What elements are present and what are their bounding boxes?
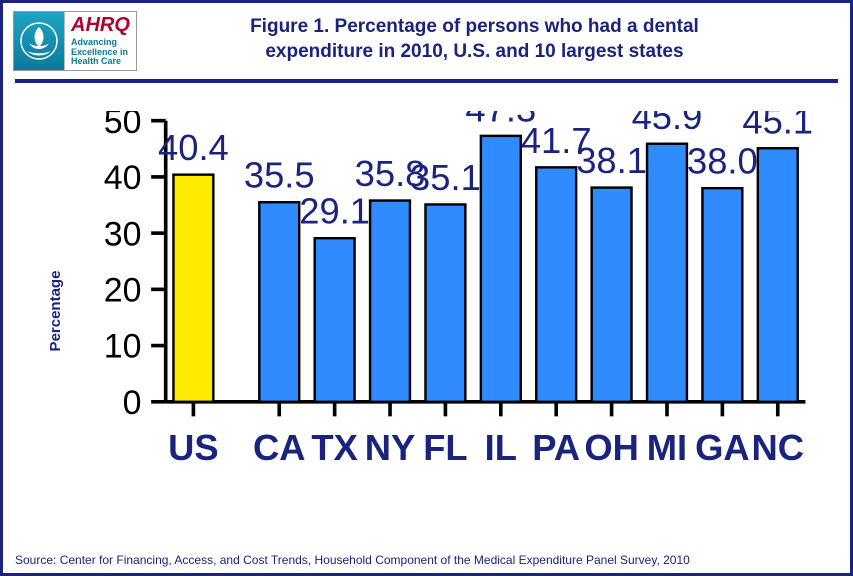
- y-axis-label: Percentage: [47, 271, 64, 352]
- header-divider: [15, 79, 838, 83]
- x-axis-label: FL: [423, 427, 467, 468]
- bar-mi: [647, 144, 687, 402]
- x-axis-label: US: [168, 427, 218, 468]
- bar-value-label: 45.1: [742, 111, 813, 142]
- ahrq-tagline: Advancing Excellence in Health Care: [71, 38, 128, 68]
- hhs-logo-icon: [14, 12, 64, 70]
- bar-tx: [315, 238, 355, 402]
- chart-area: Percentage 0 10 20 30 40 50 40.4 US 35.5 CA 29.1 TX…: [23, 101, 830, 521]
- x-axis-label: NC: [752, 427, 804, 468]
- bar-pa: [536, 167, 576, 401]
- bar-value-label: 40.4: [158, 127, 229, 168]
- x-axis-label: IL: [485, 427, 517, 468]
- x-axis-label: GA: [695, 427, 750, 468]
- ahrq-brand-text: AHRQ: [71, 15, 130, 35]
- bar-value-label: 38.1: [576, 140, 647, 181]
- svg-text:10: 10: [104, 328, 142, 366]
- svg-text:20: 20: [104, 271, 142, 309]
- bar-value-label: 45.9: [632, 111, 703, 137]
- x-axis-label: CA: [253, 427, 306, 468]
- bar-ny: [370, 201, 410, 402]
- bar-oh: [592, 188, 632, 402]
- bar-chart: 0102030405040.4US35.5CA29.1TX35.8NY35.1F…: [93, 111, 820, 475]
- header: AHRQ Advancing Excellence in Health Care…: [3, 3, 850, 73]
- ahrq-logo: AHRQ Advancing Excellence in Health Care: [64, 12, 136, 70]
- svg-text:40: 40: [104, 159, 142, 197]
- bar-nc: [758, 148, 798, 402]
- x-axis-label: TX: [311, 427, 357, 468]
- bar-us: [173, 175, 213, 402]
- figure-container: AHRQ Advancing Excellence in Health Care…: [0, 0, 853, 576]
- x-axis-label: MI: [647, 427, 687, 468]
- logo-block: AHRQ Advancing Excellence in Health Care: [13, 11, 137, 71]
- bar-fl: [425, 204, 465, 401]
- bar-value-label: 35.5: [244, 155, 315, 196]
- x-axis-label: NY: [365, 427, 415, 468]
- bar-ca: [259, 202, 299, 402]
- figure-title: Figure 1. Percentage of persons who had …: [149, 11, 840, 64]
- bar-value-label: 38.0: [687, 141, 758, 182]
- source-citation: Source: Center for Financing, Access, an…: [15, 553, 690, 567]
- svg-text:50: 50: [104, 111, 142, 141]
- x-axis-label: PA: [532, 427, 580, 468]
- bar-value-label: 35.1: [410, 157, 481, 198]
- bar-il: [481, 136, 521, 402]
- x-axis-label: OH: [584, 427, 639, 468]
- svg-text:0: 0: [123, 384, 142, 422]
- bar-ga: [702, 188, 742, 402]
- bar-value-label: 29.1: [299, 191, 370, 232]
- svg-text:30: 30: [104, 215, 142, 253]
